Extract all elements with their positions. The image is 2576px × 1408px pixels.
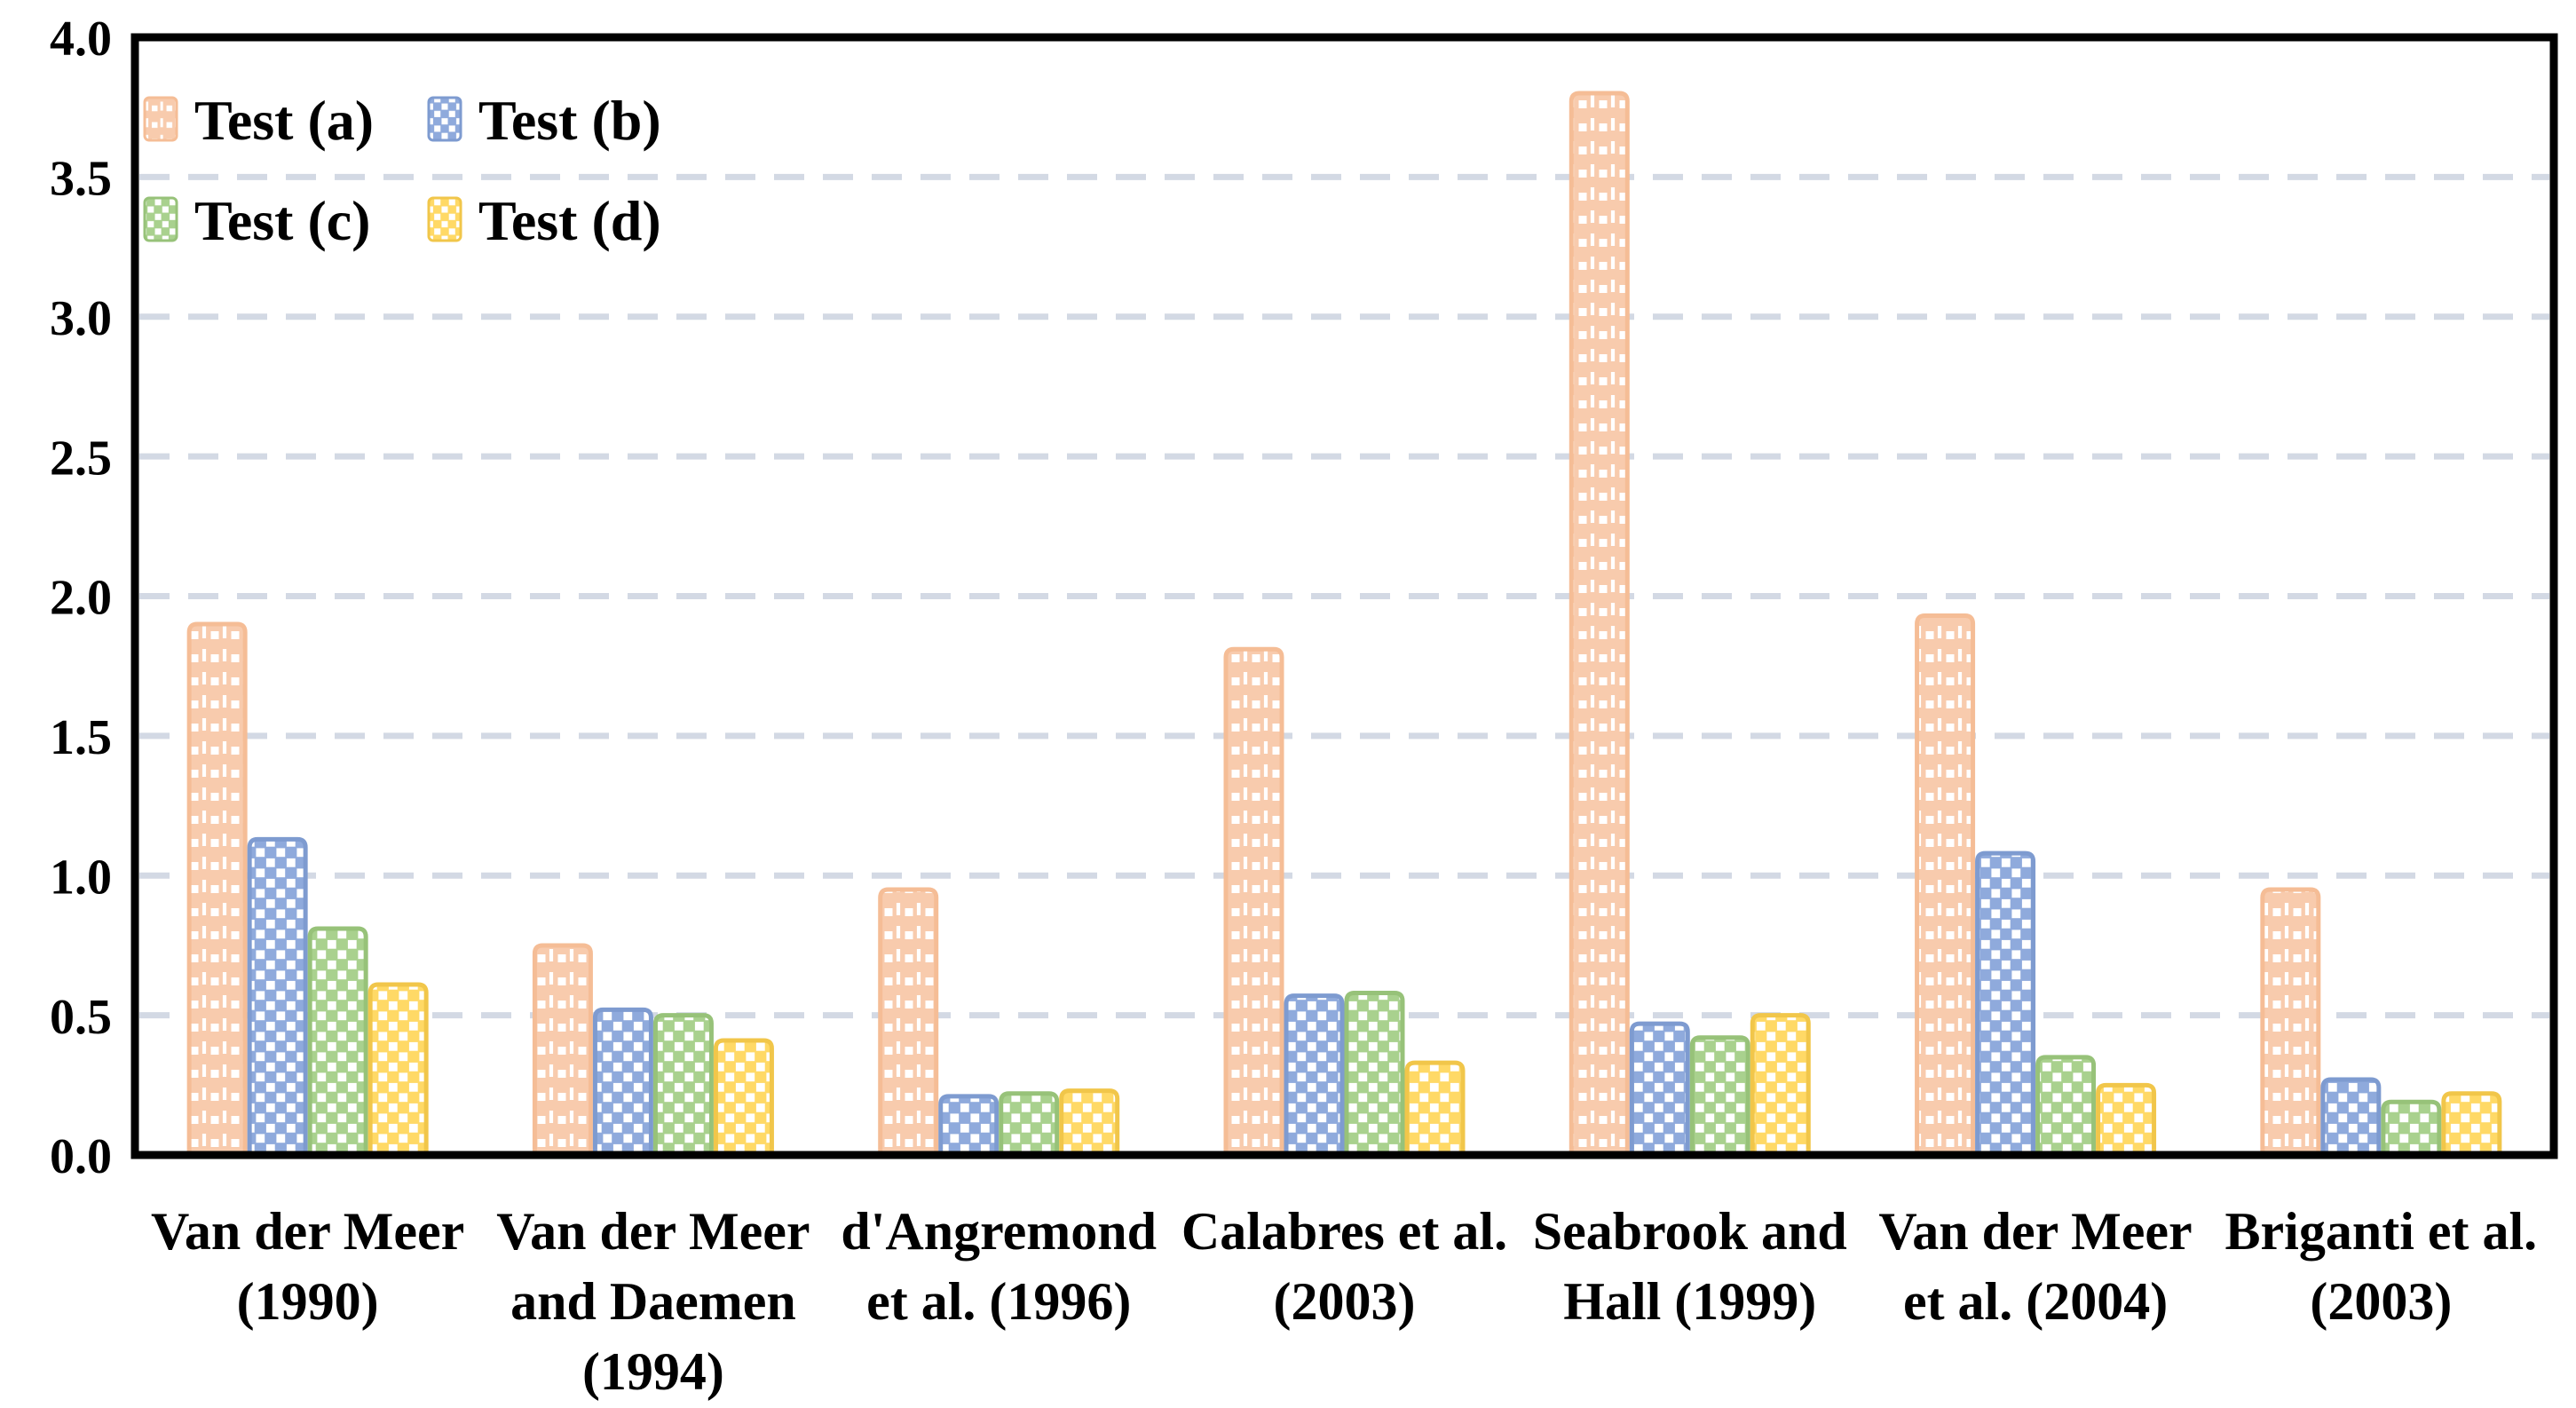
y-tick-label: 3.0 xyxy=(50,291,112,346)
y-tick-label: 1.0 xyxy=(50,850,112,905)
bar-series-1-category-7 xyxy=(2260,887,2321,1158)
bar-series-3-category-3 xyxy=(999,1091,1060,1158)
bar-series-3-category-7 xyxy=(2381,1099,2442,1158)
bar-series-2-category-4 xyxy=(1284,993,1345,1158)
bar-series-3-category-6 xyxy=(2035,1055,2097,1158)
bar-series-4-category-7 xyxy=(2441,1091,2502,1158)
legend-swatch-1 xyxy=(143,96,178,142)
bar-series-4-category-6 xyxy=(2096,1082,2157,1158)
bar-series-3-category-5 xyxy=(1689,1035,1750,1158)
legend-item-2: Test (b) xyxy=(427,89,661,152)
x-category-label-3: d'Angremond et al. (1996) xyxy=(841,1202,1158,1331)
legend-label-3: Test (c) xyxy=(194,189,370,252)
legend-item-4: Test (d) xyxy=(427,189,661,252)
x-category-label-6: Van der Meer et al. (2004) xyxy=(1878,1202,2193,1331)
bar-series-1-category-4 xyxy=(1223,646,1284,1158)
bar-series-2-category-3 xyxy=(938,1094,1000,1158)
bar-series-2-category-5 xyxy=(1629,1021,1690,1158)
x-category-label-1: Van der Meer (1990) xyxy=(151,1202,465,1331)
bar-series-3-category-2 xyxy=(652,1013,714,1158)
legend-swatch-4 xyxy=(427,196,462,242)
bar-series-1-category-1 xyxy=(186,621,248,1158)
bar-series-3-category-1 xyxy=(307,926,368,1158)
x-category-label-7: Briganti et al. (2003) xyxy=(2224,1202,2538,1331)
legend-label-2: Test (b) xyxy=(478,89,661,152)
bar-series-3-category-4 xyxy=(1344,990,1405,1158)
bar-series-4-category-5 xyxy=(1750,1013,1811,1158)
y-tick-label: 0.5 xyxy=(50,990,112,1045)
legend-item-3: Test (c) xyxy=(143,189,370,252)
bar-series-1-category-2 xyxy=(532,943,593,1158)
bar-series-4-category-4 xyxy=(1404,1060,1466,1158)
y-tick-label: 2.0 xyxy=(50,571,112,626)
bar-series-1-category-6 xyxy=(1915,613,1976,1158)
bar-series-4-category-1 xyxy=(367,982,429,1158)
bar-series-4-category-3 xyxy=(1059,1088,1120,1158)
y-tick-label: 2.5 xyxy=(50,431,112,486)
y-tick-label: 0.0 xyxy=(50,1129,112,1184)
legend-swatch-2 xyxy=(427,96,462,142)
bar-series-2-category-7 xyxy=(2320,1077,2382,1158)
bar-series-1-category-3 xyxy=(878,887,939,1158)
y-tick-label: 3.5 xyxy=(50,152,112,207)
bar-series-2-category-1 xyxy=(247,836,308,1158)
legend-item-1: Test (a) xyxy=(143,89,374,152)
x-category-label-2: Van der Meer and Daemen (1994) xyxy=(496,1202,810,1401)
legend-label-1: Test (a) xyxy=(194,89,374,152)
y-tick-label: 1.5 xyxy=(50,710,112,765)
x-category-label-5: Seabrook and Hall (1999) xyxy=(1532,1202,1847,1331)
y-tick-label: 4.0 xyxy=(50,12,112,67)
x-category-label-4: Calabres et al. (2003) xyxy=(1181,1202,1508,1331)
bar-series-1-category-5 xyxy=(1569,91,1630,1158)
bar-series-2-category-6 xyxy=(1975,850,2036,1158)
legend-swatch-3 xyxy=(143,196,178,242)
legend-label-4: Test (d) xyxy=(478,189,661,252)
bar-series-2-category-2 xyxy=(592,1007,653,1158)
plot-border xyxy=(130,33,2558,1159)
bar-series-4-category-2 xyxy=(713,1038,774,1158)
